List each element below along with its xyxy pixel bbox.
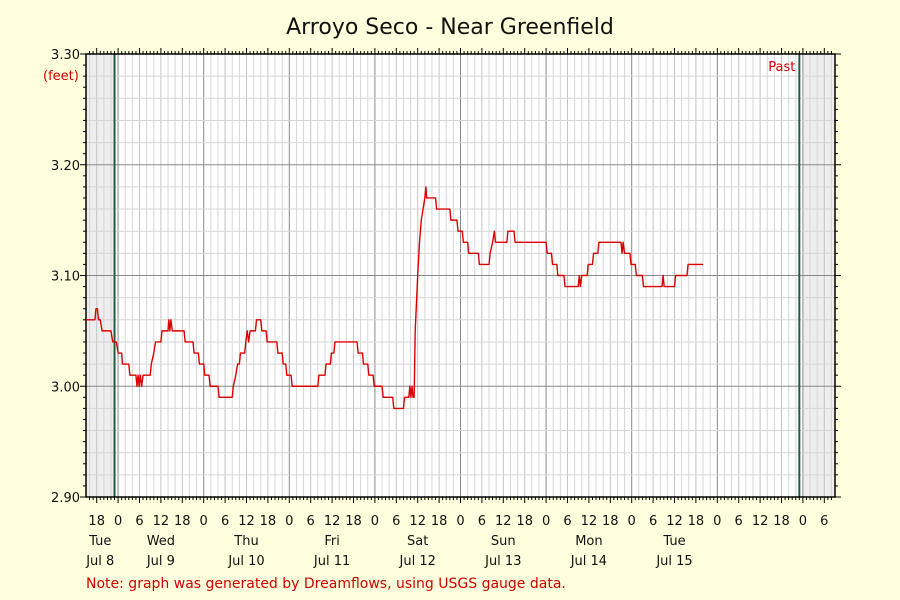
day-name-label: Tue [88, 534, 111, 549]
date-label: Jul 10 [227, 554, 264, 569]
x-tick-label: 6 [307, 514, 315, 529]
x-tick-label: 6 [735, 514, 743, 529]
day-name-label: Sat [407, 534, 428, 549]
x-tick-label: 0 [456, 514, 464, 529]
date-label: Jul 13 [484, 554, 521, 569]
y-tick-label: 3.00 [51, 380, 80, 395]
day-name-label: Mon [575, 534, 602, 549]
x-tick-label: 12 [409, 514, 426, 529]
day-name-label: Fri [324, 534, 340, 549]
x-tick-label: 6 [392, 514, 400, 529]
day-name-label: Sun [491, 534, 516, 549]
x-tick-label: 18 [260, 514, 277, 529]
date-label: Jul 15 [655, 554, 692, 569]
y-tick-label: 3.20 [51, 159, 80, 174]
x-tick-label: 6 [135, 514, 143, 529]
y-tick-label: 3.10 [51, 270, 80, 285]
source-note: Note: graph was generated by Dreamflows,… [86, 576, 566, 592]
x-tick-label: 18 [602, 514, 619, 529]
x-tick-label: 0 [200, 514, 208, 529]
x-tick-label: 12 [666, 514, 683, 529]
x-tick-label: 12 [324, 514, 341, 529]
x-tick-label: 0 [285, 514, 293, 529]
x-tick-label: 12 [153, 514, 170, 529]
x-tick-label: 0 [542, 514, 550, 529]
y-tick-label: 2.90 [51, 491, 80, 506]
x-tick-label: 12 [495, 514, 512, 529]
date-label: Jul 14 [570, 554, 607, 569]
x-tick-label: 18 [516, 514, 533, 529]
x-tick-label: 0 [799, 514, 807, 529]
past-label: Past [768, 60, 795, 75]
y-axis-unit-label: (feet) [43, 69, 79, 84]
x-tick-label: 0 [628, 514, 636, 529]
x-tick-label: 0 [713, 514, 721, 529]
x-tick-label: 6 [820, 514, 828, 529]
day-name-label: Thu [233, 534, 258, 549]
date-label: Jul 8 [85, 554, 114, 569]
x-tick-label: 18 [773, 514, 790, 529]
x-tick-label: 6 [649, 514, 657, 529]
x-tick-label: 0 [114, 514, 122, 529]
chart-title: Arroyo Seco - Near Greenfield [286, 15, 614, 40]
x-tick-label: 18 [174, 514, 191, 529]
x-tick-label: 18 [345, 514, 362, 529]
y-tick-label: 3.30 [51, 48, 80, 63]
date-label: Jul 11 [313, 554, 350, 569]
x-tick-label: 12 [752, 514, 769, 529]
gauge-height-line [86, 186, 704, 410]
x-tick-label: 0 [371, 514, 379, 529]
date-label: Jul 9 [146, 554, 175, 569]
x-tick-label: 6 [478, 514, 486, 529]
x-tick-label: 12 [238, 514, 255, 529]
x-tick-label: 6 [563, 514, 571, 529]
x-tick-label: 18 [88, 514, 105, 529]
date-label: Jul 12 [399, 554, 436, 569]
x-tick-label: 18 [431, 514, 448, 529]
day-name-label: Wed [147, 534, 175, 549]
x-tick-label: 18 [688, 514, 705, 529]
x-tick-label: 12 [581, 514, 598, 529]
day-name-label: Tue [662, 534, 685, 549]
x-tick-label: 6 [221, 514, 229, 529]
